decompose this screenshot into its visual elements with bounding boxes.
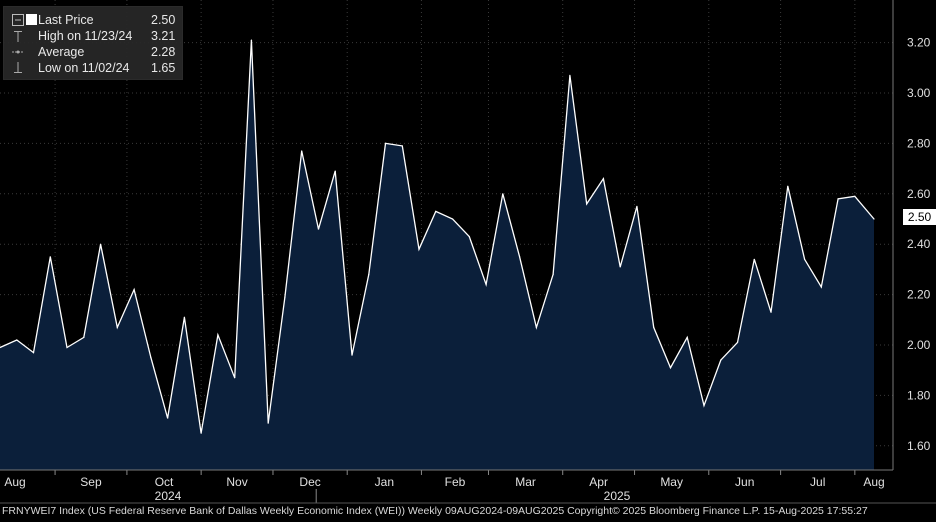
series-area xyxy=(0,40,874,470)
data-point xyxy=(200,432,202,434)
data-point xyxy=(368,273,370,276)
data-point xyxy=(552,273,554,276)
y-tick-label: 2.20 xyxy=(907,288,931,302)
high-marker-icon xyxy=(14,31,22,42)
data-point xyxy=(49,256,51,258)
y-tick-label: 2.40 xyxy=(907,237,931,251)
data-point xyxy=(753,258,755,260)
x-tick-label: Aug xyxy=(863,475,884,489)
data-point xyxy=(83,336,85,339)
x-tick-label: Sep xyxy=(80,475,102,489)
data-point xyxy=(234,377,236,379)
data-point xyxy=(569,74,571,76)
data-point xyxy=(401,145,403,147)
data-point xyxy=(167,417,169,419)
x-tick-label: May xyxy=(660,475,683,489)
legend-high-value: 3.21 xyxy=(151,29,176,43)
data-point xyxy=(0,346,1,349)
data-point xyxy=(384,142,387,144)
data-point xyxy=(619,266,621,268)
data-point xyxy=(451,218,454,220)
legend-high-label: High on 11/23/24 xyxy=(38,29,133,43)
legend-average-value: 2.28 xyxy=(151,45,176,59)
legend-last-price-label: Last Price xyxy=(38,13,94,27)
year-label: 2025 xyxy=(604,489,631,503)
x-tick-label: Mar xyxy=(515,475,536,489)
data-point xyxy=(820,286,822,288)
data-point xyxy=(770,311,772,313)
data-point xyxy=(66,346,68,349)
data-point xyxy=(468,236,470,238)
x-tick-label: Dec xyxy=(299,475,320,489)
legend-low-label: Low on 11/02/24 xyxy=(38,61,130,75)
chart-footer: FRNYWEI7 Index (US Federal Reserve Bank … xyxy=(2,505,868,517)
data-point xyxy=(803,258,806,260)
data-point xyxy=(284,296,286,298)
last-price-color-icon xyxy=(26,14,37,25)
data-point xyxy=(502,193,504,195)
x-tick-label: Jul xyxy=(810,475,825,489)
data-point xyxy=(183,316,185,318)
low-marker-icon xyxy=(14,62,22,73)
x-tick-label: Nov xyxy=(226,475,247,489)
data-point xyxy=(602,178,605,180)
data-point xyxy=(686,336,688,339)
year-label: 2024 xyxy=(155,489,182,503)
legend-low-value: 1.65 xyxy=(151,61,176,75)
data-point xyxy=(99,243,102,245)
data-point xyxy=(636,205,638,207)
data-point xyxy=(787,185,789,187)
y-tick-label: 2.80 xyxy=(907,136,931,150)
data-point xyxy=(586,203,588,205)
data-point xyxy=(519,256,521,258)
x-tick-label: Apr xyxy=(589,475,608,489)
data-point xyxy=(116,326,118,328)
y-tick-label: 1.80 xyxy=(907,388,931,402)
data-point xyxy=(485,283,487,286)
x-tick-label: Jan xyxy=(375,475,394,489)
legend-average-label: Average xyxy=(38,45,85,59)
last-value-tag: 2.50 xyxy=(903,209,936,225)
data-point xyxy=(133,288,135,291)
x-tick-label: Feb xyxy=(445,475,466,489)
x-tick-label: Oct xyxy=(155,475,174,489)
data-point xyxy=(16,339,18,341)
data-point xyxy=(837,198,839,200)
data-point xyxy=(334,170,336,172)
data-point xyxy=(301,150,303,152)
data-point xyxy=(720,359,722,361)
data-point xyxy=(435,210,437,213)
legend-box: Last Price 2.50 High on 11/23/24 3.21 Av… xyxy=(3,6,183,80)
x-tick-label: Jun xyxy=(735,475,754,489)
y-tick-label: 1.60 xyxy=(907,439,931,453)
data-point xyxy=(351,354,353,356)
data-point xyxy=(150,357,152,359)
data-point xyxy=(736,341,739,344)
y-tick-label: 3.00 xyxy=(907,86,931,100)
x-tick-label: Aug xyxy=(4,475,25,489)
average-marker-icon xyxy=(12,50,24,54)
data-point xyxy=(854,195,856,197)
data-point xyxy=(873,218,875,220)
y-tick-label: 2.60 xyxy=(907,187,931,201)
data-point xyxy=(267,422,269,424)
data-point xyxy=(669,367,672,369)
data-point xyxy=(32,351,35,354)
data-point xyxy=(217,334,219,336)
data-point xyxy=(317,228,320,230)
data-point xyxy=(703,404,705,407)
data-point xyxy=(250,39,253,41)
data-point xyxy=(653,326,655,328)
y-tick-label: 3.20 xyxy=(907,36,931,50)
last-price-swatch-icon xyxy=(12,14,24,26)
data-point xyxy=(418,248,420,250)
data-point xyxy=(535,326,537,328)
legend-last-price-value: 2.50 xyxy=(151,13,176,27)
y-tick-label: 2.00 xyxy=(907,338,931,352)
